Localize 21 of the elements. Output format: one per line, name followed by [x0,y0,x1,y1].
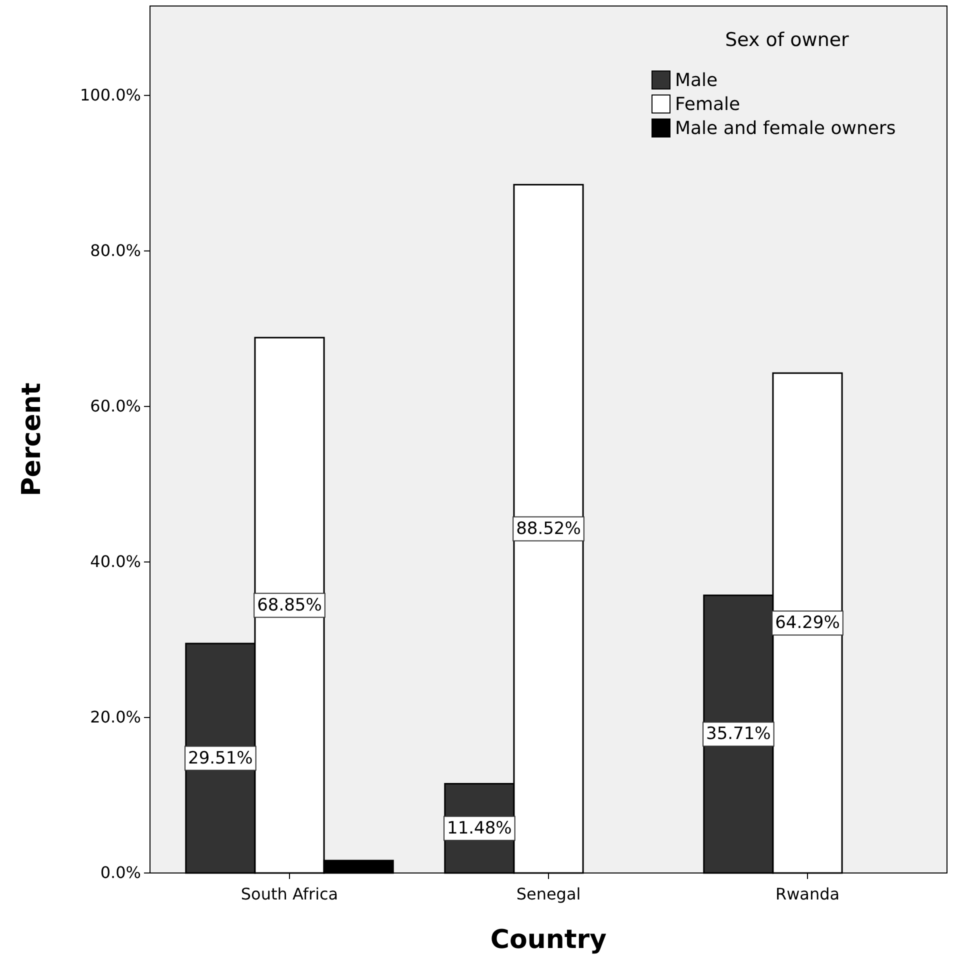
data-label: 64.29% [775,613,840,634]
data-label: 35.71% [706,724,771,744]
legend-label: Female [675,94,740,115]
data-label: 11.48% [447,818,512,838]
x-tick-label: Rwanda [775,884,840,904]
x-axis-title: Country [490,925,607,955]
y-tick-label: 80.0% [90,241,141,260]
legend-label: Male and female owners [675,118,896,139]
y-tick-label: 60.0% [90,396,141,416]
data-label: 88.52% [516,518,581,539]
x-tick-label: Senegal [516,884,581,904]
y-tick-label: 20.0% [90,708,141,727]
y-axis-title: Percent [17,382,47,496]
y-tick-label: 100.0% [80,86,141,105]
y-tick-label: 0.0% [100,863,141,882]
x-tick-label: South Africa [240,884,338,904]
data-label: 68.85% [257,595,322,616]
data-label: 29.51% [188,748,253,768]
legend-label: Male [675,70,718,91]
y-tick-label: 40.0% [90,552,141,572]
legend-title: Sex of owner [725,29,850,51]
